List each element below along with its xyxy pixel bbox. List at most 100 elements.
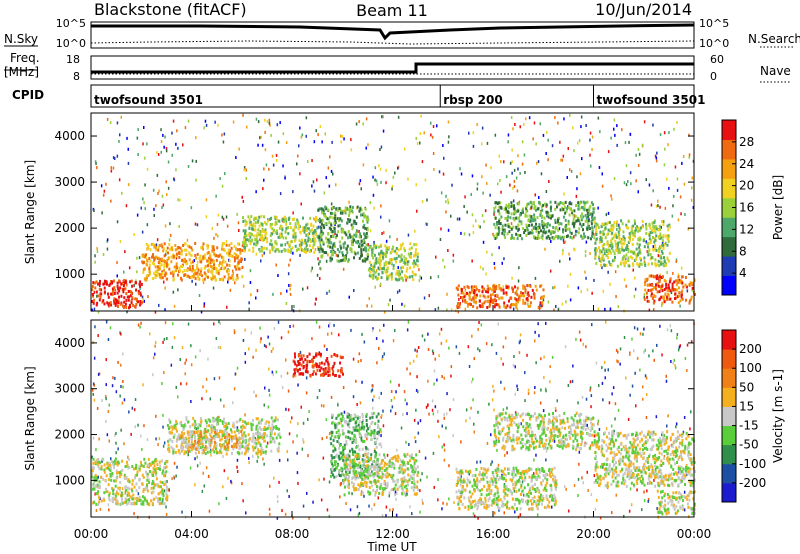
speckle-cell — [233, 387, 236, 391]
echo-cell — [656, 274, 659, 278]
speckle-cell — [605, 320, 607, 324]
echo-cell — [473, 294, 476, 298]
echo-cell — [284, 230, 287, 234]
speckle-cell — [381, 514, 384, 517]
echo-cell — [155, 473, 158, 477]
echo-cell — [496, 221, 499, 225]
echo-cell — [367, 254, 369, 258]
echo-cell — [465, 300, 468, 304]
speckle-cell — [93, 307, 96, 311]
echo-cell — [654, 258, 657, 262]
echo-cell — [487, 300, 490, 304]
echo-cell — [370, 248, 373, 252]
speckle-cell — [202, 385, 204, 389]
speckle-cell — [383, 310, 386, 314]
echo-cell — [620, 261, 623, 265]
speckle-cell — [446, 308, 448, 312]
speckle-cell — [94, 492, 96, 496]
echo-cell — [182, 440, 185, 444]
echo-cell — [470, 298, 473, 302]
echo-cell — [359, 235, 362, 239]
speckle-cell — [186, 238, 189, 242]
speckle-cell — [503, 387, 506, 391]
echo-cell — [397, 273, 400, 277]
echo-cell — [374, 271, 377, 275]
echo-cell — [185, 416, 188, 420]
echo-cell — [392, 264, 395, 268]
echo-cell — [154, 470, 157, 474]
echo-cell — [287, 226, 290, 230]
speckle-cell — [362, 163, 365, 167]
speckle-cell — [686, 289, 689, 293]
speckle-cell — [510, 116, 513, 119]
speckle-cell — [528, 507, 530, 511]
speckle-cell — [385, 168, 387, 172]
echo-cell — [326, 217, 329, 221]
speckle-cell — [146, 438, 149, 442]
echo-cell — [142, 502, 145, 506]
speckle-cell — [187, 453, 189, 457]
echo-cell — [313, 250, 316, 254]
speckle-cell — [116, 274, 118, 278]
speckle-cell — [385, 181, 387, 185]
speckle-cell — [196, 223, 199, 227]
speckle-cell — [411, 512, 413, 516]
echo-cell — [106, 282, 108, 286]
speckle-cell — [196, 464, 199, 468]
echo-cell — [517, 202, 520, 206]
echo-cell — [252, 234, 255, 238]
echo-cell — [161, 272, 164, 275]
echo-cell — [654, 247, 657, 251]
speckle-cell — [127, 147, 129, 151]
echo-cell — [455, 286, 458, 290]
echo-cell — [635, 257, 637, 261]
echo-cell — [255, 216, 258, 220]
echo-cell — [413, 243, 416, 247]
speckle-cell — [436, 378, 438, 382]
echo-cell — [390, 275, 393, 279]
speckle-cell — [643, 327, 645, 331]
echo-cell — [577, 204, 580, 208]
speckle-cell — [634, 371, 636, 375]
echo-cell — [155, 467, 158, 471]
speckle-cell — [687, 227, 689, 231]
echo-cell — [98, 287, 101, 291]
speckle-cell — [118, 140, 120, 143]
speckle-cell — [539, 122, 541, 126]
echo-cell — [656, 263, 659, 267]
speckle-cell — [217, 123, 219, 127]
speckle-cell — [241, 195, 243, 199]
echo-cell — [595, 237, 598, 241]
speckle-cell — [133, 284, 135, 287]
speckle-cell — [601, 381, 604, 385]
echo-cell — [108, 493, 111, 497]
echo-cell — [148, 270, 151, 274]
echo-cell — [138, 283, 141, 286]
echo-cell — [594, 250, 597, 254]
echo-cell — [509, 216, 512, 220]
echo-cell — [260, 214, 263, 218]
echo-cell — [305, 241, 308, 245]
echo-cell — [578, 207, 581, 211]
speckle-cell — [326, 508, 329, 512]
echo-cell — [136, 496, 139, 500]
echo-cell — [257, 440, 260, 444]
echo-cell — [525, 223, 528, 227]
speckle-cell — [175, 474, 177, 478]
echo-cell — [201, 445, 204, 449]
echo-cell — [208, 268, 210, 272]
echo-cell — [98, 281, 101, 285]
echo-cell — [368, 260, 371, 264]
speckle-cell — [361, 332, 363, 336]
echo-cell — [112, 461, 114, 464]
echo-cell — [542, 295, 545, 298]
speckle-cell — [677, 273, 680, 277]
echo-cell — [212, 273, 214, 277]
echo-cell — [325, 236, 328, 240]
echo-cell — [535, 229, 538, 233]
speckle-cell — [684, 357, 687, 360]
echo-cell — [615, 242, 618, 246]
speckle-cell — [127, 466, 129, 470]
echo-cell — [532, 235, 535, 239]
speckle-cell — [633, 294, 636, 298]
